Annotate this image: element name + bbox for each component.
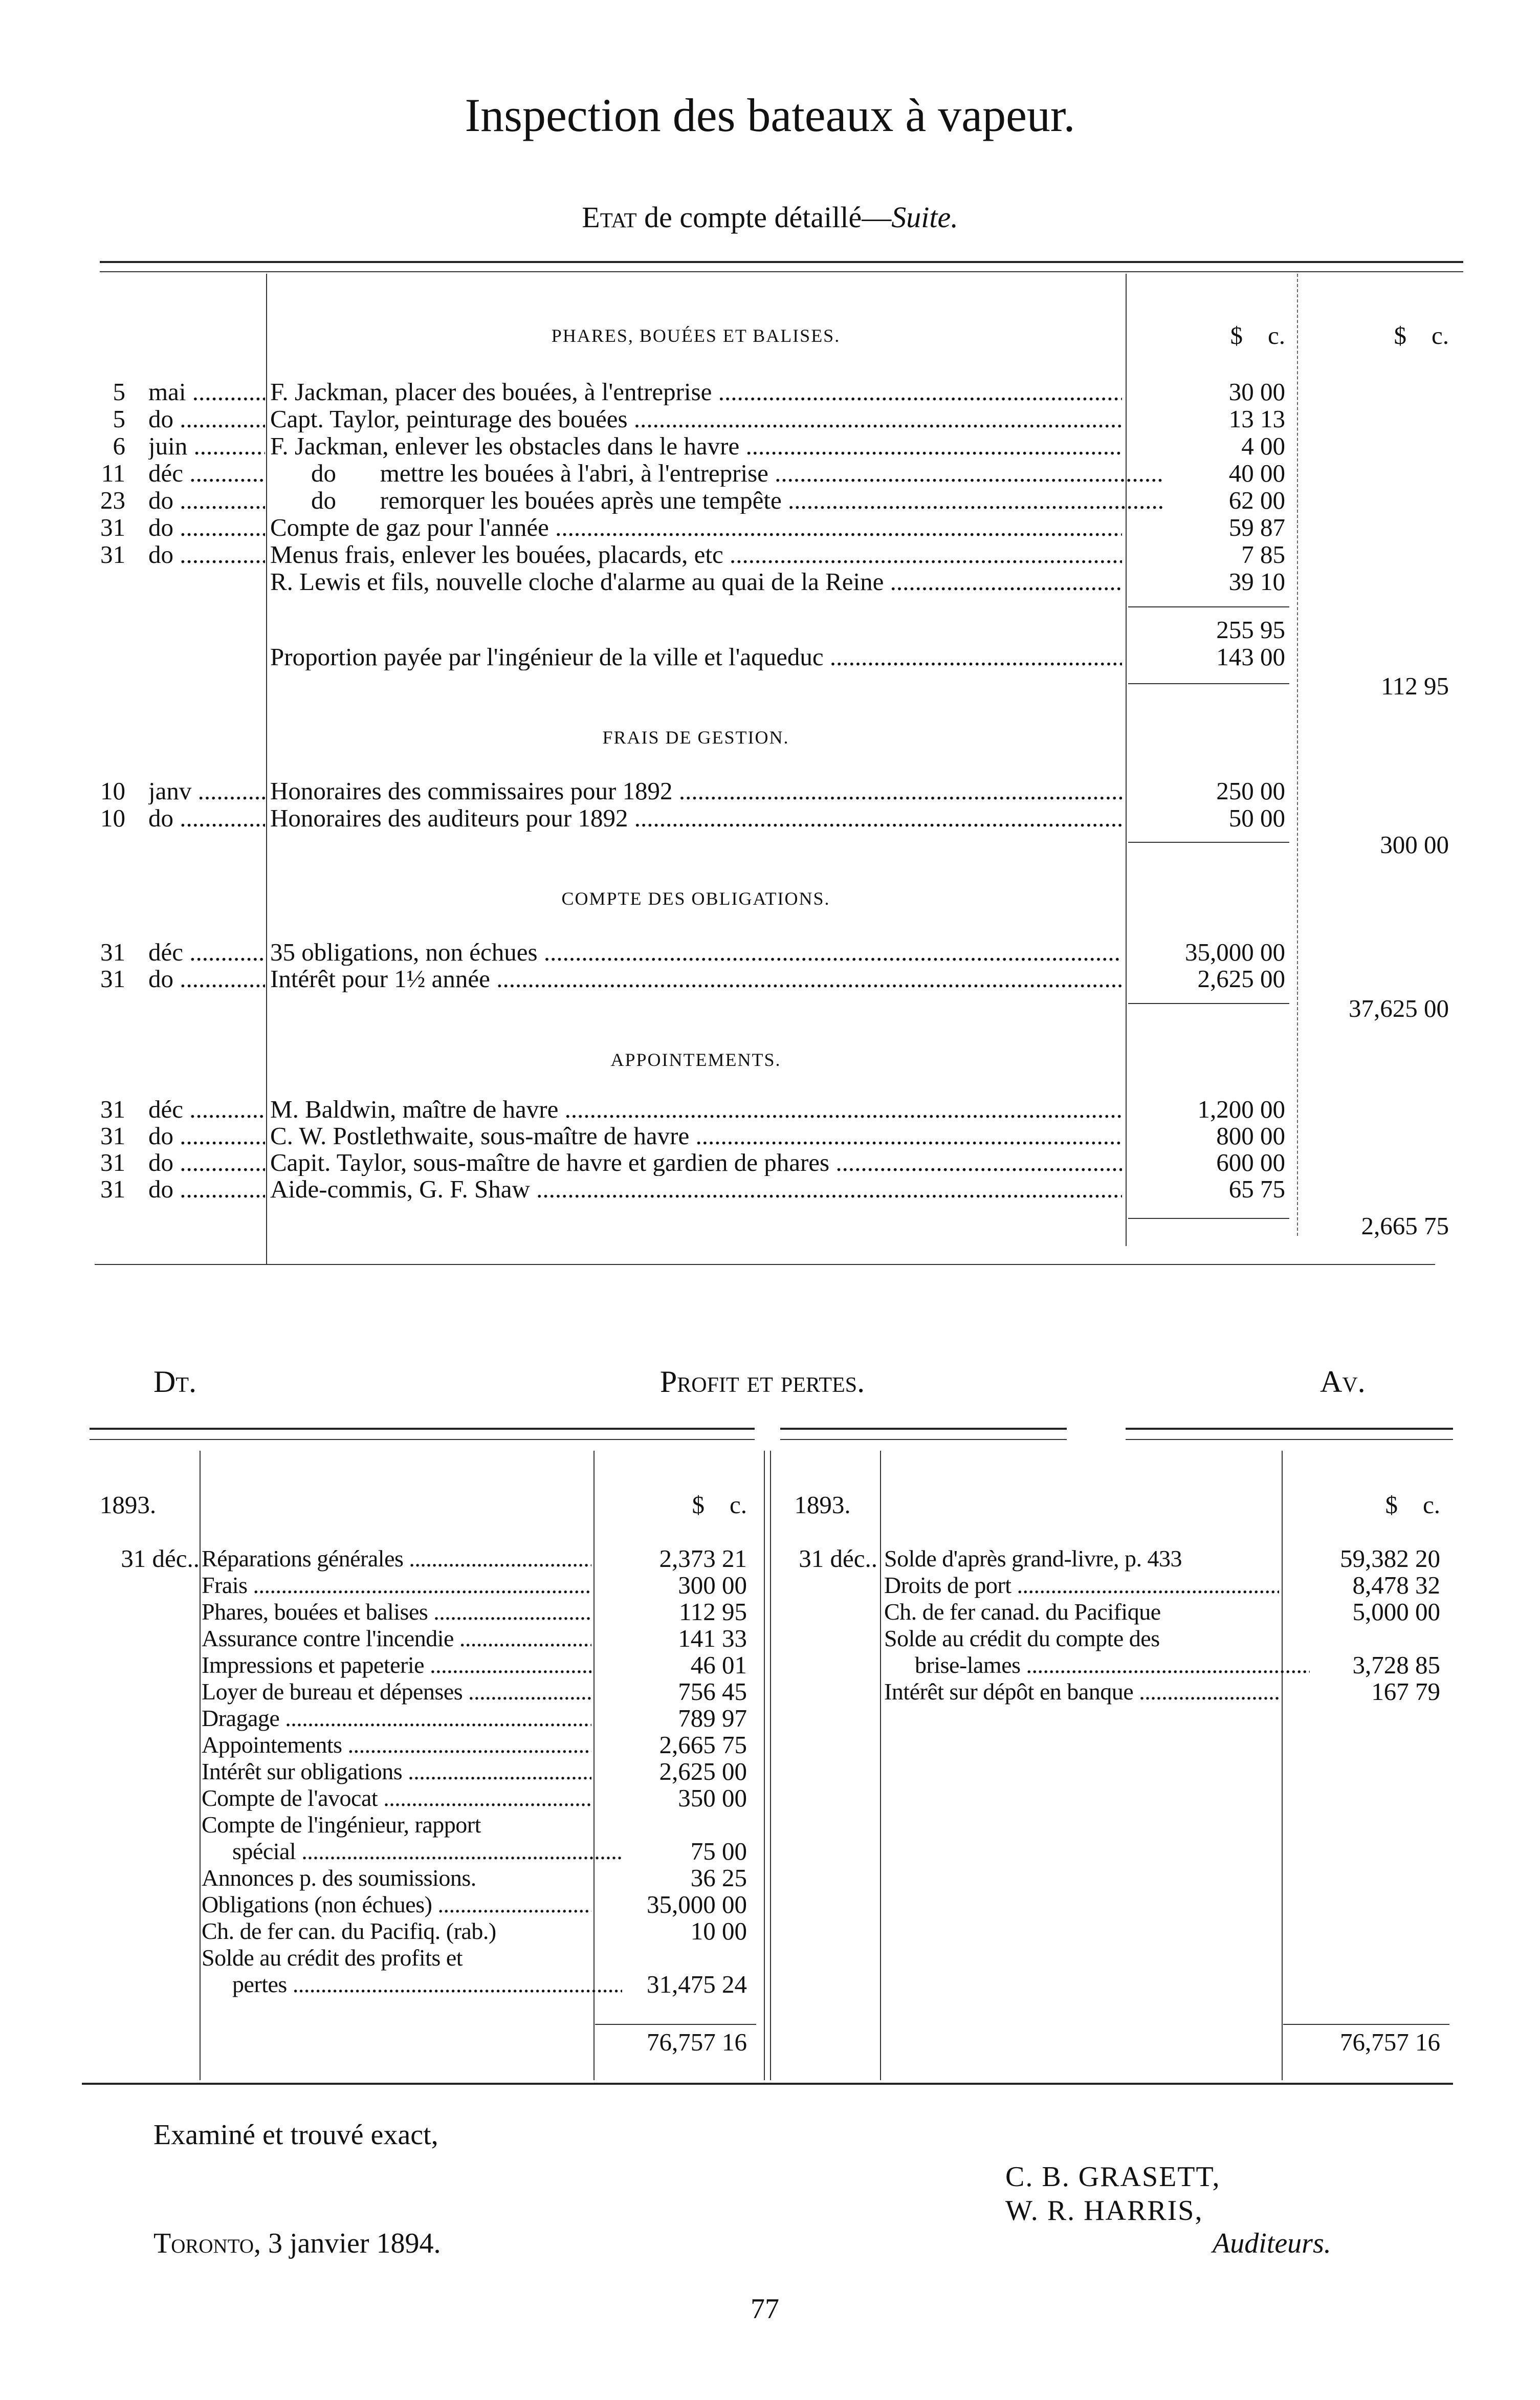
- ledger-header-row: 1893. $ c. 1893. $ c.: [0, 1492, 1540, 1518]
- column-divider: [764, 1451, 765, 2080]
- ledger-row: Impressions et papeterie46 01brise-lames…: [0, 1652, 1540, 1678]
- ledger-row: pertes31,475 24: [0, 1971, 1540, 1998]
- double-rule-bottom: [1126, 1439, 1453, 1440]
- subtotal-rule: [1128, 1218, 1289, 1219]
- statement-row: 11décdo mettre les bouées à l'abri, à l'…: [0, 460, 1540, 487]
- column-divider: [1297, 274, 1298, 1236]
- double-rule-top: [100, 261, 1463, 263]
- credit-label: Av.: [1320, 1365, 1366, 1399]
- statement-row: 23dodo remorquer les bouées après une te…: [0, 487, 1540, 514]
- ledger-row: Compte de l'avocat350 00: [0, 1785, 1540, 1812]
- auditors-role: Auditeurs.: [1213, 2228, 1331, 2259]
- statement-row: 5maiF. Jackman, placer des bouées, à l'e…: [0, 379, 1540, 405]
- ledger-row: Annonces p. des soumissions. 36 25: [202, 1865, 747, 1891]
- credit-currency-header: $ c.: [1385, 1492, 1441, 1518]
- section-total: 112 95: [1381, 673, 1449, 700]
- statement-row: 31doIntérêt pour 1½ année2,625 00: [0, 966, 1540, 992]
- place-date: Toronto, 3 janvier 1894.: [153, 2228, 441, 2259]
- ledger-row: Compte de l'ingénieur, rapport: [202, 1812, 481, 1838]
- currency-header-row: $ c. $ c.: [0, 322, 1540, 349]
- statement-row: 5doCapt. Taylor, peinturage des bouées13…: [0, 406, 1540, 432]
- ledger-row: Loyer de bureau et dépenses756 45Intérêt…: [0, 1678, 1540, 1705]
- signatory: C. B. GRASETT,: [1005, 2161, 1221, 2193]
- double-rule-top: [1126, 1428, 1453, 1430]
- statement-row: 31doMenus frais, enlever les bouées, pla…: [0, 541, 1540, 568]
- signatory: W. R. HARRIS,: [1005, 2195, 1203, 2227]
- subtotal-rule: [1128, 606, 1289, 607]
- double-rule-top: [90, 1428, 755, 1430]
- section-total: 300 00: [1380, 832, 1449, 858]
- statement-row: 10doHonoraires des auditeurs pour 189250…: [0, 805, 1540, 832]
- double-rule-bottom: [90, 1439, 755, 1440]
- attestation: Examiné et trouvé exact,: [153, 2119, 438, 2151]
- ledger-row: Intérêt sur obligations2,625 00: [0, 1758, 1540, 1785]
- subtotal-rule: [1128, 683, 1289, 684]
- ledger-row: Solde au crédit des profits et: [202, 1945, 463, 1971]
- subtitle-italic: Suite.: [891, 201, 958, 234]
- statement-row: 10janvHonoraires des commissaires pour 1…: [0, 778, 1540, 804]
- statement-row: R. Lewis et fils, nouvelle cloche d'alar…: [0, 569, 1540, 595]
- double-rule-bottom: [100, 271, 1463, 272]
- statement-row: 6juinF. Jackman, enlever les obstacles d…: [0, 433, 1540, 460]
- column-divider: [266, 274, 267, 1264]
- statement-row: 31doAide-commis, G. F. Shaw65 75: [0, 1176, 1540, 1203]
- page-subtitle: Etat de compte détaillé—Suite.: [0, 200, 1540, 235]
- column-divider: [770, 1451, 771, 2080]
- total-rule: [595, 2024, 756, 2025]
- credit-total: 76,757 16: [1340, 2029, 1440, 2056]
- statement-row: 31décM. Baldwin, maître de havre1,200 00: [0, 1096, 1540, 1123]
- deduction-row: Proportion payée par l'ingénieur de la v…: [0, 644, 1540, 670]
- subtotal-rule: [1128, 842, 1289, 843]
- statement-row: 31doC. W. Postlethwaite, sous-maître de …: [0, 1123, 1540, 1149]
- currency-header-amount: $ c.: [1230, 322, 1286, 349]
- section-heading: Appointements.: [610, 1050, 781, 1070]
- section-heading: Frais de gestion.: [602, 727, 789, 748]
- section-total: 37,625 00: [1349, 995, 1449, 1022]
- column-divider: [880, 1451, 881, 2080]
- credit-year: 1893.: [794, 1492, 851, 1518]
- ledger-row: Obligations (non échues)35,000 00: [0, 1891, 1540, 1918]
- ledger-total-row: 76,757 16 76,757 16: [0, 2029, 1540, 2056]
- debit-year: 1893.: [99, 1492, 157, 1518]
- subtitle-rest: de compte détaillé—: [636, 201, 892, 234]
- page-number: 77: [751, 2293, 779, 2325]
- column-divider: [200, 1451, 201, 2080]
- subtotal-row: 255 95: [1216, 617, 1285, 643]
- page-title: Inspection des bateaux à vapeur.: [465, 89, 1075, 141]
- ledger-row: spécial75 00: [0, 1838, 1540, 1865]
- statement-end-rule: [95, 1264, 1435, 1265]
- double-rule-bottom: [780, 1439, 1067, 1440]
- double-rule-top: [780, 1428, 1067, 1430]
- section-heading: Compte des obligations.: [561, 888, 830, 909]
- column-divider: [1126, 274, 1127, 1246]
- column-divider: [1282, 1451, 1283, 2080]
- statement-row: 31doCapit. Taylor, sous-maître de havre …: [0, 1149, 1540, 1176]
- section-total: 2,665 75: [1361, 1213, 1449, 1239]
- section-heading: Phares, bouées et balises.: [551, 325, 841, 346]
- ledger-row: Appointements2,665 75: [0, 1732, 1540, 1758]
- debit-currency-header: $ c.: [692, 1492, 747, 1518]
- column-divider: [593, 1451, 595, 2080]
- ledger-row: Dragage789 97: [0, 1705, 1540, 1732]
- ledger-end-rule: [82, 2083, 1453, 2085]
- debit-total: 76,757 16: [647, 2029, 747, 2056]
- statement-row: 31déc35 obligations, non échues35,000 00: [0, 939, 1540, 966]
- subtitle-lead: Etat: [582, 201, 637, 234]
- ledger-row: Ch. de fer can. du Pacifiq. (rab.) 10 00: [202, 1918, 747, 1945]
- total-rule: [1283, 2024, 1449, 2025]
- subtotal-rule: [1128, 1003, 1289, 1004]
- ledger-title: Profit et pertes.: [659, 1365, 865, 1399]
- ledger-row: 31 déc..Réparations générales2,373 2131 …: [0, 1545, 1540, 1572]
- debit-label: Dt.: [153, 1365, 196, 1399]
- currency-header-total: $ c.: [1394, 322, 1449, 349]
- statement-row: 31doCompte de gaz pour l'année59 87: [0, 514, 1540, 541]
